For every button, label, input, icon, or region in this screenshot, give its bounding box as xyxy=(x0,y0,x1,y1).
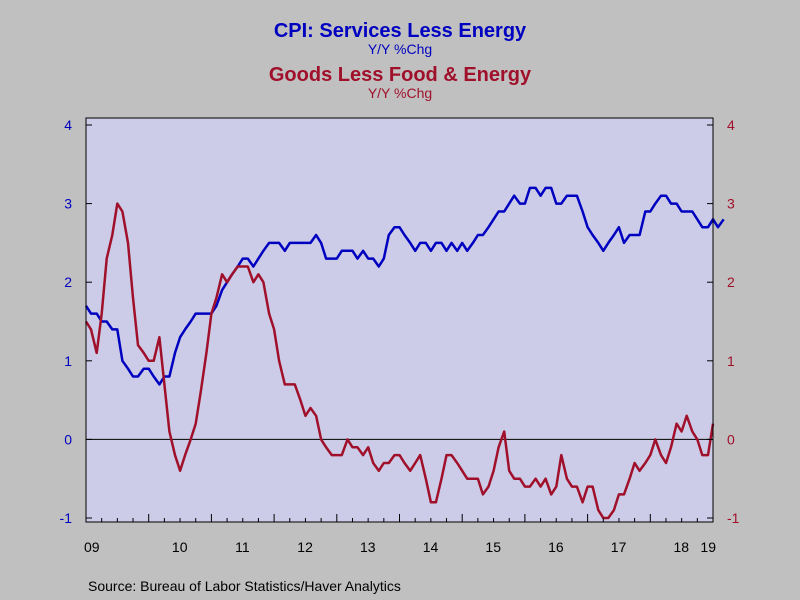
source-note: Source: Bureau of Labor Statistics/Haver… xyxy=(88,578,401,594)
x-tick-label: 19 xyxy=(700,539,716,555)
x-tick-label: 14 xyxy=(423,539,439,555)
y-tick-label-right: 3 xyxy=(727,196,735,212)
title-group-goods: Goods Less Food & Energy Y/Y %Chg xyxy=(0,64,800,100)
y-tick-label-right: -1 xyxy=(727,510,740,526)
y-tick-label-left: 2 xyxy=(64,274,72,290)
series-line-goods xyxy=(84,202,715,520)
chart-subtitle: Y/Y %Chg xyxy=(367,41,433,57)
x-tick-label: 16 xyxy=(548,539,564,555)
y-tick-label-right: 2 xyxy=(727,274,735,290)
y-tick-label-left: 4 xyxy=(64,117,72,133)
x-tick-label: 17 xyxy=(611,539,627,555)
x-tick-label: 18 xyxy=(674,539,690,555)
y-tick-label-left: -1 xyxy=(60,510,73,526)
x-tick-label: 13 xyxy=(360,539,376,555)
y-tick-label-right: 4 xyxy=(727,117,735,133)
x-tick-label: 15 xyxy=(485,539,501,555)
y-tick-label-right: 0 xyxy=(727,431,735,447)
y-tick-label-right: 1 xyxy=(727,353,735,369)
x-tick-label: 10 xyxy=(172,539,188,555)
chart-title-2: Goods Less Food & Energy xyxy=(268,64,532,86)
plot-area xyxy=(86,118,713,522)
x-tick-label: 11 xyxy=(235,539,250,555)
y-tick-label-left: 3 xyxy=(64,196,72,212)
x-tick-label: 12 xyxy=(297,539,313,555)
x-tick-label: 09 xyxy=(84,539,100,555)
y-tick-label-left: 1 xyxy=(64,353,72,369)
series-line-services xyxy=(84,186,725,386)
chart-subtitle-2: Y/Y %Chg xyxy=(367,85,433,101)
chart-title: CPI: Services Less Energy xyxy=(273,20,527,42)
y-tick-label-left: 0 xyxy=(64,431,72,447)
title-group-services: CPI: Services Less Energy Y/Y %Chg xyxy=(0,20,800,56)
